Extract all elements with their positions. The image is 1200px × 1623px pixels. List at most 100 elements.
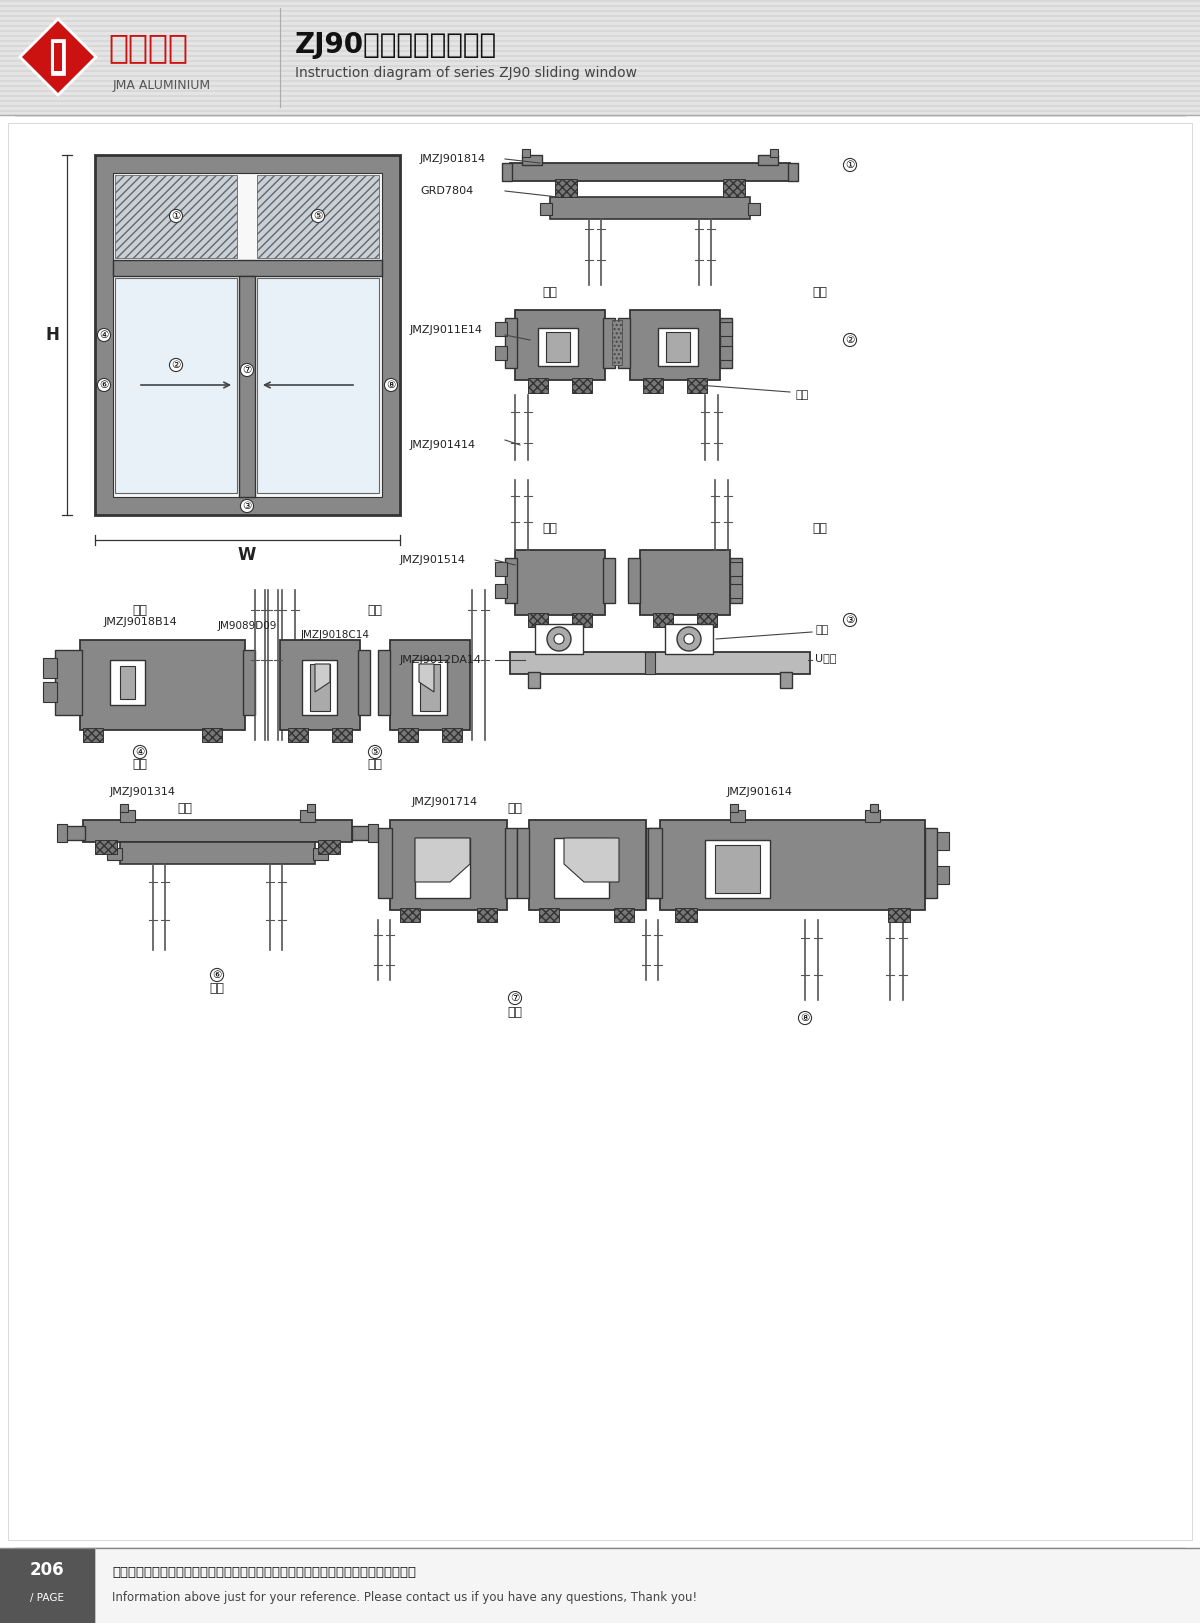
Bar <box>0 1505 1200 1508</box>
Bar <box>0 1441 1200 1444</box>
Text: ②: ② <box>845 334 854 346</box>
Text: JMZJ901314: JMZJ901314 <box>110 787 176 797</box>
Bar <box>0 336 1200 339</box>
Bar <box>120 810 134 821</box>
Bar <box>0 224 1200 227</box>
Bar <box>0 101 1200 102</box>
Bar <box>628 558 640 604</box>
Bar <box>0 735 1200 738</box>
Bar <box>604 558 616 604</box>
Bar <box>0 945 1200 948</box>
Bar <box>400 907 420 922</box>
Bar <box>0 826 1200 829</box>
Bar <box>720 318 732 368</box>
Bar <box>0 1534 1200 1535</box>
Bar <box>0 196 1200 200</box>
Bar <box>420 664 440 711</box>
Bar <box>0 399 1200 403</box>
Bar <box>0 1268 1200 1271</box>
Bar <box>0 133 1200 136</box>
Bar <box>0 80 1200 83</box>
Bar <box>390 639 470 730</box>
Bar <box>0 112 1200 115</box>
Bar <box>0 553 1200 557</box>
Bar <box>528 378 548 393</box>
Bar <box>0 6 1200 10</box>
Text: GRD7804: GRD7804 <box>420 187 473 196</box>
Bar <box>0 1477 1200 1480</box>
Bar <box>515 310 605 380</box>
Text: 室外: 室外 <box>132 758 148 771</box>
Bar <box>0 1344 1200 1347</box>
Polygon shape <box>314 664 330 691</box>
Bar <box>515 550 605 615</box>
Bar <box>554 179 577 196</box>
Text: ④: ④ <box>136 747 145 756</box>
Bar <box>0 239 1200 240</box>
Bar <box>0 140 1200 143</box>
Bar <box>0 1456 1200 1459</box>
Bar <box>0 1274 1200 1277</box>
Text: ⑤: ⑤ <box>371 747 379 756</box>
Bar <box>0 902 1200 906</box>
Bar <box>770 149 778 157</box>
Bar <box>538 328 578 367</box>
Text: 室外: 室外 <box>812 521 828 534</box>
Bar <box>0 97 1200 101</box>
Bar <box>0 672 1200 675</box>
Text: JMZJ9018B14: JMZJ9018B14 <box>103 617 176 626</box>
Bar <box>302 661 337 716</box>
Bar <box>0 847 1200 850</box>
Bar <box>0 50 1200 52</box>
Bar <box>0 1281 1200 1284</box>
Bar <box>646 828 660 898</box>
Bar <box>0 1217 1200 1220</box>
Bar <box>788 162 798 182</box>
Bar <box>0 209 1200 213</box>
Bar <box>0 854 1200 857</box>
Bar <box>554 837 610 898</box>
Bar <box>0 1310 1200 1311</box>
Text: U型槽: U型槽 <box>815 652 836 664</box>
Bar <box>0 911 1200 914</box>
Bar <box>43 682 58 703</box>
Bar <box>318 841 340 854</box>
Bar <box>398 729 418 742</box>
Bar <box>0 1462 1200 1466</box>
Bar <box>0 441 1200 445</box>
Bar <box>0 1183 1200 1186</box>
Bar <box>0 10 1200 11</box>
Bar <box>83 729 103 742</box>
Bar <box>0 427 1200 430</box>
Bar <box>0 1422 1200 1423</box>
Bar <box>0 24 1200 28</box>
Bar <box>0 938 1200 941</box>
Bar <box>646 652 655 674</box>
Bar <box>0 777 1200 781</box>
Bar <box>0 644 1200 648</box>
Bar <box>0 1177 1200 1178</box>
Bar <box>0 630 1200 633</box>
Bar <box>0 1246 1200 1250</box>
Text: 室内: 室内 <box>542 521 558 534</box>
Bar <box>0 188 1200 192</box>
Bar <box>937 867 949 885</box>
Bar <box>0 287 1200 291</box>
Bar <box>505 318 517 368</box>
Bar <box>0 959 1200 962</box>
Bar <box>358 649 370 716</box>
Bar <box>0 693 1200 696</box>
Bar <box>0 412 1200 415</box>
Bar <box>0 96 1200 97</box>
Bar <box>640 550 730 615</box>
Bar <box>0 1141 1200 1144</box>
Bar <box>674 907 697 922</box>
Bar <box>0 15 1200 16</box>
Bar <box>0 1022 1200 1026</box>
Bar <box>368 824 378 842</box>
Bar <box>0 748 1200 751</box>
Bar <box>412 661 446 716</box>
Bar <box>0 1057 1200 1060</box>
Bar <box>0 799 1200 802</box>
Bar <box>0 987 1200 990</box>
